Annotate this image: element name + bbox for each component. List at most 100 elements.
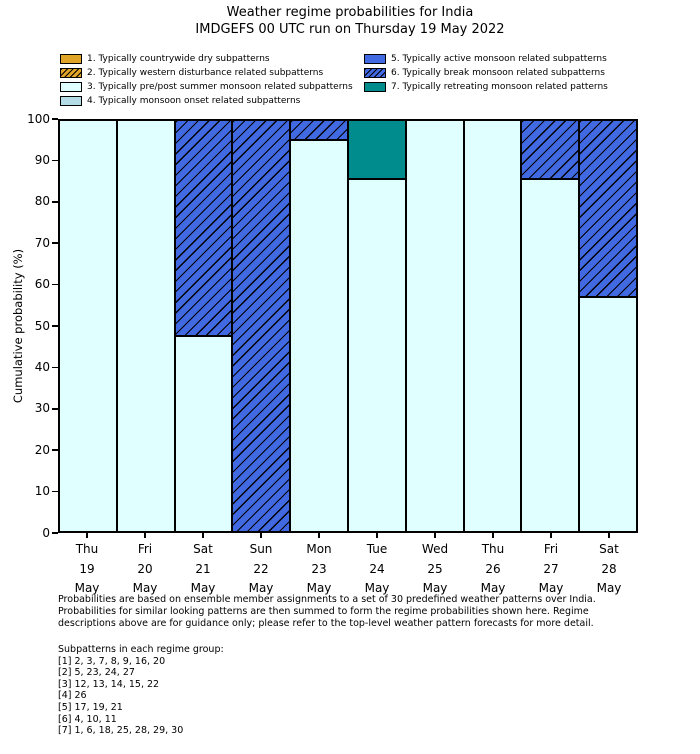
footer-line: Probabilities are based on ensemble memb… xyxy=(58,594,596,605)
legend-item-label: 5. Typically active monsoon related subp… xyxy=(391,54,607,64)
y-tick-label: 70 xyxy=(34,235,50,250)
plot-area xyxy=(58,119,638,533)
subpattern-group-line: [7] 1, 6, 18, 25, 28, 29, 30 xyxy=(58,725,184,737)
x-tick-label: Thu 26 May xyxy=(464,540,522,599)
subpatterns-groups: [1] 2, 3, 7, 8, 9, 16, 20 [2] 5, 23, 24, … xyxy=(58,656,224,737)
bar-segment xyxy=(405,120,464,532)
legend-item-label: 2. Typically western disturbance related… xyxy=(87,68,324,78)
x-tick-label-line: May xyxy=(422,581,448,595)
bar-segment xyxy=(232,120,291,532)
bar-segment xyxy=(290,120,348,140)
x-tick-label-line: May xyxy=(74,581,100,595)
x-tick-label-line: Thu xyxy=(75,542,99,556)
x-tick-label: Sat 28 May xyxy=(580,540,638,599)
subpattern-group-line: [1] 2, 3, 7, 8, 9, 16, 20 xyxy=(58,655,166,667)
x-tick-label-line: 19 xyxy=(79,561,95,576)
chart-title: Weather regime probabilities for India xyxy=(226,5,474,20)
x-tick-label-line: 22 xyxy=(253,561,269,576)
y-tick-label: 20 xyxy=(34,442,50,457)
bar-segment xyxy=(348,178,406,532)
y-tick-mark xyxy=(52,532,58,534)
x-tick-label: Wed 25 May xyxy=(406,540,464,599)
legend-item: 3. Typically pre/post summer monsoon rel… xyxy=(60,80,353,94)
y-tick-label: 90 xyxy=(34,152,50,167)
legend-column-right: 5. Typically active monsoon related subp… xyxy=(364,52,608,94)
x-tick-label: Sat 21 May xyxy=(174,540,232,599)
x-tick-label: Mon 23 May xyxy=(290,540,348,599)
x-tick-label-line: 25 xyxy=(427,561,443,576)
legend-swatch-icon xyxy=(60,68,82,78)
y-tick-mark xyxy=(52,283,58,286)
bar-segment xyxy=(348,120,406,179)
y-tick-mark xyxy=(52,407,58,410)
x-tick-label-line: 21 xyxy=(195,561,211,576)
bar-segment xyxy=(174,335,233,532)
x-tick-mark xyxy=(492,533,494,538)
subpattern-group-line: [6] 4, 10, 11 xyxy=(58,713,117,725)
x-tick-label-line: May xyxy=(248,581,274,595)
bar-segment xyxy=(59,120,117,532)
x-tick-mark xyxy=(434,533,436,538)
x-tick-label-line: May xyxy=(190,581,216,595)
bar-segment xyxy=(290,139,348,532)
y-tick-mark xyxy=(52,242,58,245)
x-tick-label-line: Tue xyxy=(366,542,388,556)
x-tick-label-line: 24 xyxy=(369,561,385,576)
x-tick-label-line: May xyxy=(306,581,332,595)
legend-item: 2. Typically western disturbance related… xyxy=(60,66,353,80)
y-tick-mark xyxy=(52,159,58,162)
x-tick-label-line: Thu xyxy=(481,542,505,556)
y-tick-mark xyxy=(52,490,58,493)
x-tick-label-line: May xyxy=(538,581,564,595)
x-tick-label: Fri 20 May xyxy=(116,540,174,599)
y-tick-mark xyxy=(52,366,58,369)
legend-swatch-icon xyxy=(364,82,386,92)
legend-swatch-icon xyxy=(364,68,386,78)
legend-swatch-icon xyxy=(60,54,82,64)
x-tick-label-line: 20 xyxy=(137,561,153,576)
x-tick-label-line: Fri xyxy=(137,542,153,556)
y-tick-mark xyxy=(52,449,58,452)
chart-subtitle: IMDGEFS 00 UTC run on Thursday 19 May 20… xyxy=(195,22,505,37)
subpatterns-heading: Subpatterns in each regime group: xyxy=(58,644,224,655)
footer-disclaimer: Probabilities are based on ensemble memb… xyxy=(58,594,596,630)
legend-item-label: 7. Typically retreating monsoon related … xyxy=(391,82,608,92)
legend-item: 6. Typically break monsoon related subpa… xyxy=(364,66,608,80)
x-tick-label-line: 28 xyxy=(601,561,617,576)
x-tick-mark xyxy=(86,533,88,538)
legend-item-label: 1. Typically countrywide dry subpatterns xyxy=(87,54,270,64)
legend-swatch-icon xyxy=(60,82,82,92)
subpattern-group-line: [3] 12, 13, 14, 15, 22 xyxy=(58,678,160,690)
x-tick-label-line: May xyxy=(596,581,622,595)
x-tick-label-line: 26 xyxy=(485,561,501,576)
x-tick-mark xyxy=(608,533,610,538)
x-tick-label-line: 27 xyxy=(543,561,559,576)
subpatterns-block: Subpatterns in each regime group: [1] 2,… xyxy=(58,644,224,737)
bar-segment xyxy=(579,296,637,532)
x-tick-label-line: Fri xyxy=(543,542,559,556)
x-tick-label-line: May xyxy=(480,581,506,595)
x-tick-label-line: Mon xyxy=(306,542,332,556)
x-tick-mark xyxy=(376,533,378,538)
footer-line: descriptions above are for guidance only… xyxy=(58,618,594,629)
x-tick-label-line: Sat xyxy=(599,542,619,556)
x-tick-mark xyxy=(144,533,146,538)
x-tick-label: Thu 19 May xyxy=(58,540,116,599)
y-tick-label: 50 xyxy=(34,318,50,333)
legend-item-label: 6. Typically break monsoon related subpa… xyxy=(391,68,605,78)
y-tick-label: 0 xyxy=(42,525,50,540)
legend-swatch-icon xyxy=(60,96,82,106)
y-tick-label: 40 xyxy=(34,359,50,374)
x-tick-mark xyxy=(318,533,320,538)
subpattern-group-line: [4] 26 xyxy=(58,690,87,702)
bar-segment xyxy=(579,120,637,297)
subpattern-group-line: [5] 17, 19, 21 xyxy=(58,701,123,713)
x-tick-label: Fri 27 May xyxy=(522,540,580,599)
legend-item: 5. Typically active monsoon related subp… xyxy=(364,52,608,66)
bar-segment xyxy=(521,120,580,179)
legend-item: 1. Typically countrywide dry subpatterns xyxy=(60,52,353,66)
bar-segment xyxy=(521,178,580,532)
subpattern-group-line: [2] 5, 23, 24, 27 xyxy=(58,667,135,679)
y-tick-label: 80 xyxy=(34,194,50,209)
legend-item-label: 3. Typically pre/post summer monsoon rel… xyxy=(87,82,353,92)
